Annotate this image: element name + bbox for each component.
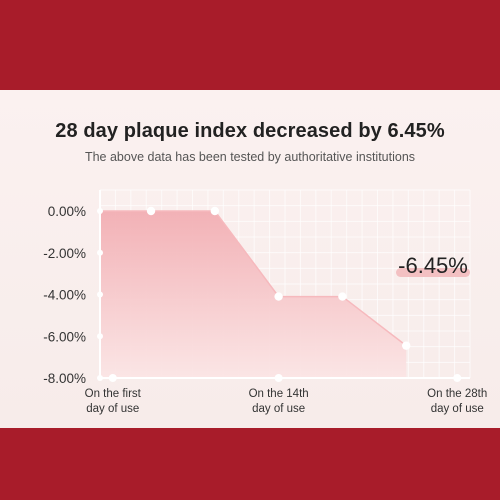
y-tick-label: -4.00% (43, 288, 86, 303)
x-tick-label: On the first (85, 388, 142, 400)
x-tick-label: day of use (252, 403, 305, 415)
x-tick-label: On the 14th (249, 388, 309, 400)
x-tick-label: day of use (86, 403, 139, 415)
data-point (146, 206, 156, 216)
chart-subtitle: The above data has been tested by author… (84, 150, 416, 164)
data-point (274, 292, 283, 301)
x-tick-label: day of use (431, 403, 484, 415)
x-tick-dot (274, 374, 283, 382)
data-line (100, 210, 407, 347)
x-tick-dot (453, 374, 462, 382)
x-tick-label: On the 28th (427, 388, 487, 400)
chart-title: 28 day plaque index decreased by 6.45% (55, 120, 445, 142)
y-tick-dot (97, 249, 103, 256)
axis-layer (97, 190, 470, 382)
data-area (100, 211, 407, 378)
y-tick-label: -6.00% (43, 329, 86, 344)
y-tick-label: -2.00% (43, 246, 86, 261)
label-layer: 0.00% -2.00% -4.00% -6.00% -8.00% On the firs… (43, 204, 487, 415)
y-tick-label: -8.00% (43, 371, 86, 386)
data-point (210, 206, 220, 216)
y-tick-label: 0.00% (48, 204, 86, 219)
y-tick-dot (97, 208, 103, 214)
y-tick-dot (97, 333, 103, 340)
data-point (338, 292, 347, 301)
data-point (402, 341, 411, 350)
x-tick-dot (108, 374, 117, 382)
y-tick-dot (97, 375, 103, 381)
annotation-label: -6.45% (398, 253, 468, 278)
annotation-highlight (396, 268, 470, 277)
area-layer (100, 210, 407, 378)
point-layer (146, 206, 411, 350)
y-tick-dot (97, 291, 103, 298)
